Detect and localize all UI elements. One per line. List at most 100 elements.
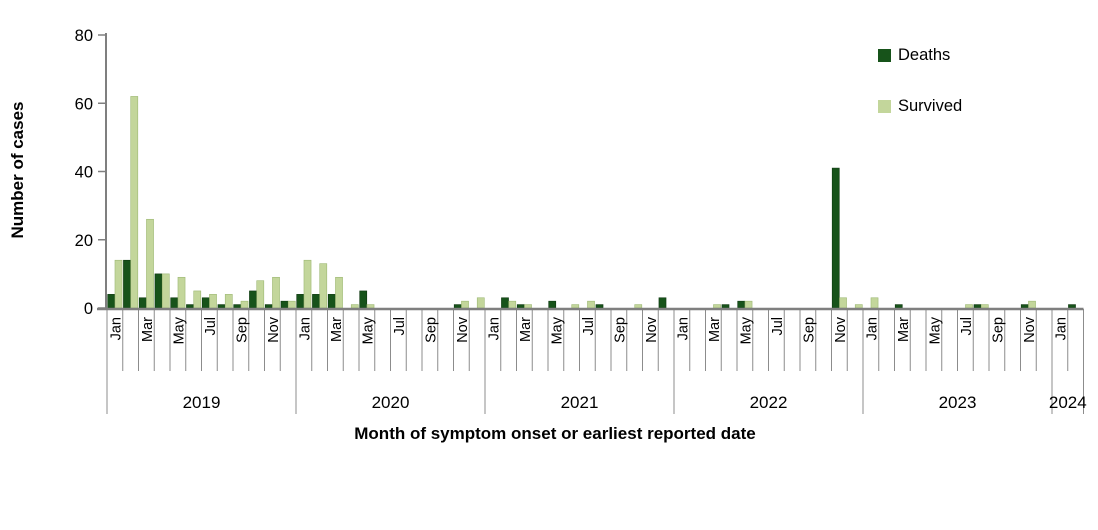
bar-deaths-2021-Mar [516,304,525,309]
month-label-2022-Sep: Sep [801,317,817,343]
bar-survived-2023-Aug [980,304,989,309]
bar-deaths-2019-Jul [201,297,210,309]
y-tick-label: 20 [75,232,93,250]
bar-deaths-2019-Apr [154,273,163,309]
year-label-2024: 2024 [1049,393,1087,412]
bar-deaths-2022-Apr [721,304,730,309]
month-label-2021-Mar: Mar [518,317,534,342]
bar-deaths-2021-Aug [595,304,604,309]
month-label-2019-Jul: Jul [203,317,219,336]
bar-survived-2019-Jun [193,290,202,309]
chart-legend: Deaths Survived [878,46,962,148]
year-label-2023: 2023 [939,393,977,412]
bar-survived-2022-May [744,300,753,309]
bar-survived-2021-Feb [508,300,517,309]
month-label-2020-Jan: Jan [297,317,313,340]
bar-deaths-2019-Sep [233,304,242,309]
month-label-2022-Jan: Jan [675,317,691,340]
month-label-2020-Mar: Mar [329,317,345,342]
bar-deaths-2024-Feb [1068,304,1076,309]
bar-survived-2020-Apr [350,304,359,309]
bar-survived-2021-Jul [587,300,595,309]
bar-deaths-2021-Feb [501,297,509,309]
bar-survived-2020-Nov [461,300,469,309]
x-axis-title: Month of symptom onset or earliest repor… [354,424,756,443]
month-label-2021-May: May [549,316,565,344]
bar-survived-2019-Oct [256,280,265,309]
month-label-2020-May: May [360,316,376,344]
bar-deaths-2019-Mar [138,297,147,309]
legend-label-deaths: Deaths [898,46,951,64]
year-label-2020: 2020 [372,393,410,412]
bar-survived-2023-Nov [1028,300,1036,309]
bar-survived-2019-Jan [114,259,123,309]
bar-deaths-2022-Nov [831,167,840,309]
bar-deaths-2023-Mar [894,304,903,309]
bar-survived-2020-Jan [303,259,312,309]
bar-deaths-2020-May [359,290,368,309]
bar-survived-2021-Oct [634,304,643,309]
month-label-2022-Mar: Mar [707,317,723,342]
bar-survived-2019-Jul [209,294,217,309]
month-label-2023-Jan: Jan [864,317,880,340]
legend-label-survived: Survived [898,97,963,115]
bar-survived-2019-Mar [146,218,154,309]
legend-item-deaths: Deaths [878,46,962,65]
y-tick-label: 0 [84,300,93,318]
month-label-2023-Mar: Mar [896,317,912,342]
month-label-2019-May: May [171,316,187,344]
bar-deaths-2020-Mar [327,294,336,309]
month-label-2020-Nov: Nov [455,316,471,343]
bar-deaths-2021-May [548,300,557,309]
bar-deaths-2019-Aug [217,304,226,309]
month-label-2020-Sep: Sep [423,317,439,343]
bar-survived-2019-Aug [224,294,233,309]
bar-deaths-2020-Nov [453,304,462,309]
month-label-2023-Sep: Sep [990,317,1006,343]
bar-survived-2022-Mar [713,304,721,309]
bar-deaths-2023-Nov [1020,304,1029,309]
y-axis-title: Number of cases [8,101,27,239]
y-tick-label: 40 [75,164,93,182]
bar-survived-2019-Sep [240,300,249,309]
bar-deaths-2021-Dec [658,297,667,309]
bar-deaths-2019-Dec [280,300,289,309]
bar-survived-2022-Dec [854,304,863,309]
month-label-2022-May: May [738,316,754,344]
bar-deaths-2019-Nov [264,304,273,309]
month-label-2020-Jul: Jul [392,317,408,336]
year-label-2021: 2021 [561,393,599,412]
legend-item-survived: Survived [878,97,962,116]
bar-deaths-2019-Feb [123,259,131,309]
y-tick-label: 60 [75,95,93,113]
bar-deaths-2020-Jan [296,294,305,309]
month-label-2021-Jul: Jul [581,317,597,336]
bar-deaths-2019-Jun [186,304,194,309]
bar-survived-2022-Nov [839,297,847,309]
month-label-2023-Nov: Nov [1022,316,1038,343]
month-label-2021-Nov: Nov [644,316,660,343]
month-label-2024-Jan: Jan [1053,317,1069,340]
bar-deaths-2019-Oct [249,290,257,309]
bar-survived-2019-May [177,276,186,309]
bar-survived-2019-Apr [161,273,170,309]
month-label-2023-Jul: Jul [959,317,975,336]
month-label-2022-Nov: Nov [833,316,849,343]
bar-survived-2021-Jun [571,304,580,309]
bar-survived-2021-Mar [524,304,532,309]
bar-survived-2019-Nov [272,276,280,309]
month-label-2021-Jan: Jan [486,317,502,340]
bar-deaths-2019-Jan [107,294,116,309]
month-label-2021-Sep: Sep [612,317,628,343]
year-label-2022: 2022 [750,393,788,412]
bar-survived-2020-Mar [335,276,343,309]
bar-survived-2023-Jan [870,297,879,309]
bar-survived-2019-Dec [287,300,296,309]
bar-deaths-2020-Feb [312,294,320,309]
bar-survived-2020-Dec [476,297,485,309]
month-label-2023-May: May [927,316,943,344]
month-label-2019-Mar: Mar [140,317,156,342]
deaths-swatch-icon [878,49,891,62]
bar-deaths-2019-May [170,297,179,309]
